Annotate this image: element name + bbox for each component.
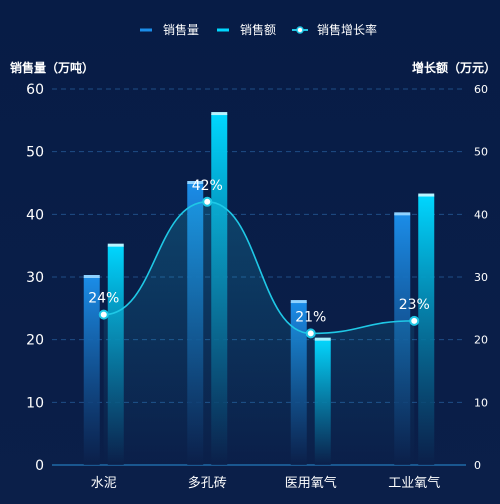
y-tick-label-right: 20 (474, 334, 488, 347)
x-tick-label: 多孔砖 (188, 475, 227, 491)
legend-amount-label: 销售额 (240, 22, 276, 37)
bar-sales-amount-cap (107, 243, 124, 247)
growth-point (409, 315, 420, 326)
y-tick-label-right: 40 (474, 208, 488, 221)
y-tick-label-right: 30 (474, 271, 488, 284)
legend-item-sales-amount[interactable]: 销售额 (217, 22, 276, 37)
bar-sales-amount (418, 195, 435, 466)
legend: 销售量 销售额 销售增长率 (140, 22, 377, 37)
legend-growth-marker (296, 26, 304, 34)
bar-sales-amount-cap (418, 193, 435, 197)
y-tick-label-left: 50 (26, 145, 44, 161)
bar-sales-volume-cap (290, 300, 307, 304)
legend-growth-label: 销售增长率 (317, 22, 377, 37)
legend-item-growth-rate[interactable]: 销售增长率 (292, 22, 377, 37)
y-tick-label-right: 60 (474, 83, 488, 96)
y-tick-label-left: 20 (26, 333, 44, 349)
growth-point (305, 328, 316, 339)
growth-data-label: 21% (295, 309, 326, 325)
y-tick-label-left: 0 (35, 458, 44, 474)
growth-line-path (103, 200, 415, 335)
legend-item-sales-volume[interactable]: 销售量 (140, 22, 199, 37)
y-tick-label-left: 30 (26, 270, 44, 286)
x-tick-label: 医用氧气 (285, 475, 337, 491)
axes: 0 0 10 10 20 20 30 30 40 40 50 50 60 60 水泥 多孔砖 医用氧气 工业氧气 (26, 82, 488, 491)
y-tick-label-right: 0 (474, 459, 481, 472)
y-tick-label-right: 50 (474, 146, 488, 159)
bar-sales-volume-cap (394, 212, 411, 216)
growth-data-label: 42% (192, 178, 223, 194)
growth-point (202, 196, 213, 207)
growth-point (98, 309, 109, 320)
x-tick-label: 水泥 (91, 476, 117, 491)
bar-sales-volume-cap (187, 181, 204, 184)
y-tick-label-left: 60 (26, 82, 44, 98)
growth-data-label: 24% (88, 291, 119, 307)
y-tick-label-left: 10 (26, 395, 44, 411)
growth-data-label: 23% (399, 297, 430, 313)
growth-line: 24% 42% 21% 23% (88, 178, 430, 465)
bar-sales-volume (83, 277, 100, 465)
right-axis-title: 增长额（万元） (412, 60, 496, 75)
left-axis-title: 销售量（万吨） (10, 60, 94, 75)
y-tick-label-right: 10 (474, 396, 488, 409)
y-tick-label-left: 40 (26, 207, 44, 223)
bar-sales-amount-cap (211, 112, 228, 116)
growth-area (103, 201, 415, 465)
legend-volume-label: 销售量 (163, 22, 199, 37)
x-tick-label: 工业氧气 (388, 475, 440, 491)
bar-sales-volume-cap (83, 275, 100, 278)
